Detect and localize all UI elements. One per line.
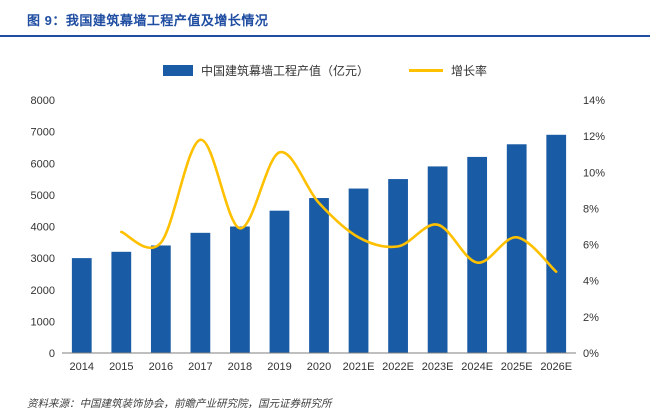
svg-text:6000: 6000 xyxy=(31,158,55,170)
svg-text:2016: 2016 xyxy=(149,361,173,373)
svg-text:2026E: 2026E xyxy=(540,361,572,373)
legend-item-output-value: 中国建筑幕墙工程产值（亿元） xyxy=(162,62,369,79)
svg-text:2%: 2% xyxy=(583,312,599,324)
svg-text:6%: 6% xyxy=(583,240,599,252)
source-note: 资料来源：中国建筑装饰协会，前瞻产业研究院，国元证券研究所 xyxy=(27,398,332,410)
chart-canvas: 0 1000 2000 3000 4000 5000 6000 7000 8000 0% 2% 4% 6… xyxy=(31,95,606,373)
svg-text:0%: 0% xyxy=(583,348,599,360)
svg-text:4%: 4% xyxy=(583,276,599,288)
legend-line-label: 增长率 xyxy=(451,64,488,78)
svg-text:0: 0 xyxy=(49,348,55,360)
svg-text:2024E: 2024E xyxy=(461,361,493,373)
svg-text:2014: 2014 xyxy=(70,361,94,373)
svg-text:2022E: 2022E xyxy=(382,361,414,373)
svg-text:2023E: 2023E xyxy=(422,361,454,373)
svg-text:2019: 2019 xyxy=(267,361,291,373)
svg-text:2018: 2018 xyxy=(228,361,252,373)
figure-title: 图 9：我国建筑幕墙工程产值及增长情况 xyxy=(27,13,269,28)
svg-text:4000: 4000 xyxy=(31,222,55,234)
svg-text:2020: 2020 xyxy=(307,361,331,373)
svg-text:12%: 12% xyxy=(583,131,605,143)
svg-text:3000: 3000 xyxy=(31,253,55,265)
chart-legend: 中国建筑幕墙工程产值（亿元） 增长率 xyxy=(0,62,650,79)
svg-text:2021E: 2021E xyxy=(343,361,375,373)
svg-text:1000: 1000 xyxy=(31,316,55,328)
svg-text:10%: 10% xyxy=(583,167,605,179)
legend-item-growth-rate: 增长率 xyxy=(409,62,487,79)
title-divider xyxy=(0,35,650,37)
svg-text:7000: 7000 xyxy=(31,127,55,139)
svg-text:5000: 5000 xyxy=(31,190,55,202)
svg-text:2000: 2000 xyxy=(31,285,55,297)
bar-series-swatch-icon xyxy=(162,65,193,76)
svg-text:8000: 8000 xyxy=(31,95,55,107)
svg-text:2025E: 2025E xyxy=(501,361,533,373)
line-series-swatch-icon xyxy=(409,69,443,72)
svg-text:8%: 8% xyxy=(583,203,599,215)
svg-text:14%: 14% xyxy=(583,95,605,107)
legend-bar-label: 中国建筑幕墙工程产值（亿元） xyxy=(200,64,369,78)
svg-text:2017: 2017 xyxy=(188,361,212,373)
svg-text:2015: 2015 xyxy=(109,361,133,373)
